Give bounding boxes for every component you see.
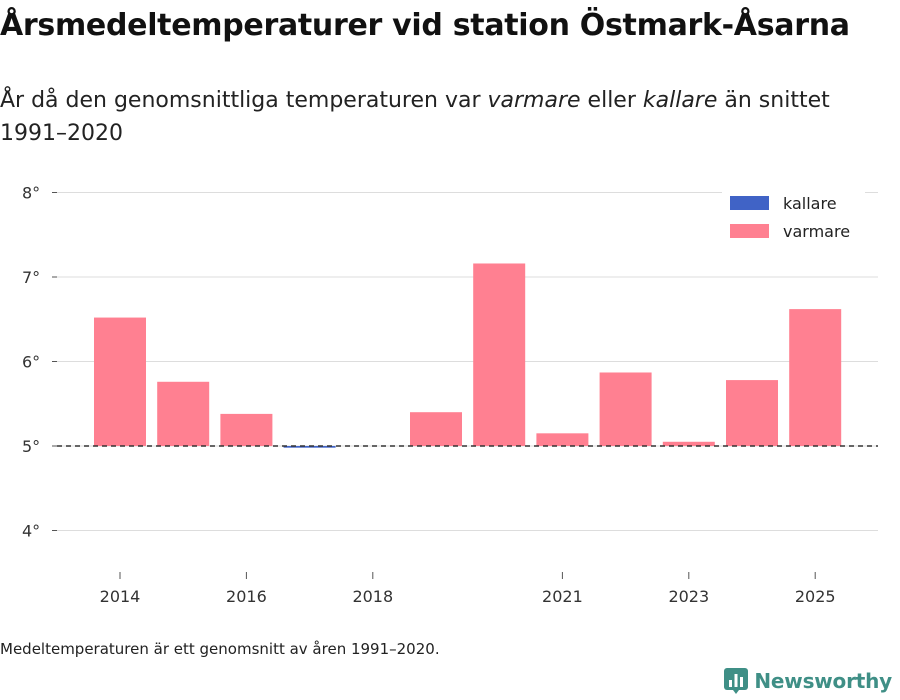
footnote: Medeltemperaturen är ett genomsnitt av å… [0,640,440,658]
bar-2022 [599,372,652,446]
bar-chart-icon [724,668,749,694]
subtitle-middle: eller [580,88,643,113]
legend-swatch-kallare [730,196,769,210]
legend-label-varmare: varmare [783,222,850,241]
x-tick-label: 2021 [542,587,583,606]
subtitle-colder: kallare [642,88,718,113]
x-tick-label: 2016 [226,587,267,606]
legend-swatch-varmare [730,224,769,238]
bar-2017 [283,446,336,448]
bar-2014 [94,317,146,446]
subtitle-warmer: varmare [487,88,581,113]
brand-logo: Newsworthy [724,668,892,694]
bar-2025 [789,309,842,446]
bar-2020 [473,263,526,446]
subtitle-prefix: År då den genomsnittliga temperaturen va… [0,88,488,113]
subtitle-suffix: än snittet 1991–2020 [0,88,830,146]
y-tick-label: 4° [22,522,40,541]
x-tick-label: 2018 [352,587,393,606]
x-tick-label: 2025 [795,587,836,606]
y-tick-label: 8° [22,184,40,203]
y-tick-label: 6° [22,353,40,372]
chart-title: Årsmedeltemperaturer vid station Östmark… [0,8,850,43]
x-tick-label: 2023 [668,587,709,606]
brand-name[interactable]: Newsworthy [754,669,892,693]
bar-2015 [157,381,210,446]
legend-label-kallare: kallare [783,194,837,213]
chart-subtitle: År då den genomsnittliga temperaturen va… [0,84,880,150]
bar-2019 [410,412,462,446]
y-tick-label: 7° [22,268,40,287]
y-tick-label: 5° [22,437,40,456]
bar-2024 [726,380,778,446]
bar-2016 [220,413,273,446]
bar-2023 [662,441,715,446]
bar-2021 [536,433,589,446]
x-tick-label: 2014 [100,587,141,606]
